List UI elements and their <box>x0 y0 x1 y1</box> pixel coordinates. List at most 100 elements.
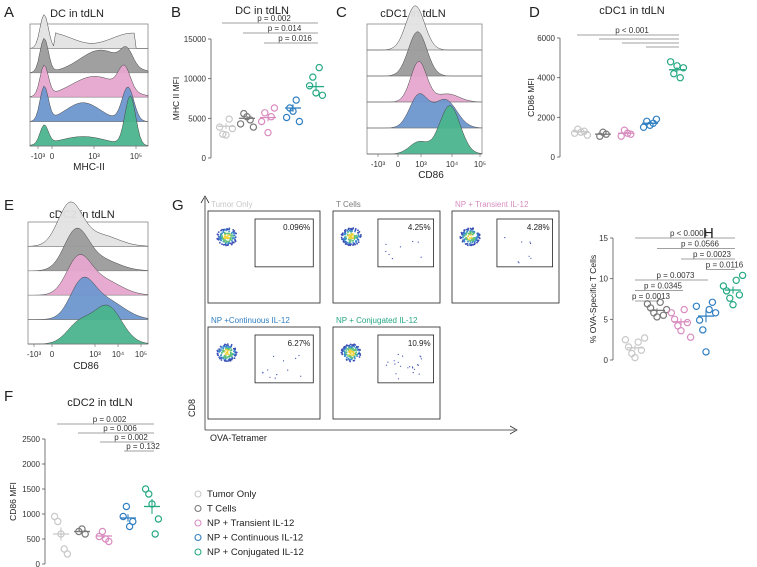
event-dot <box>471 233 474 236</box>
event-dot <box>353 343 356 346</box>
event-dot <box>347 358 350 360</box>
legend-label: NP + Conjugated IL-12 <box>207 547 304 558</box>
y-tick-label: 5000 <box>188 114 206 123</box>
x-tick-label: 0 <box>396 160 401 169</box>
event-dot <box>409 366 411 368</box>
event-dot <box>400 365 402 367</box>
y-axis-label: CD8 <box>187 399 197 417</box>
event-dot <box>346 344 349 347</box>
event-dot <box>340 351 343 354</box>
y-tick-label: 2000 <box>22 460 40 469</box>
p-value-label: p = 0.132 <box>126 442 160 451</box>
event-dot <box>221 234 223 237</box>
event-dot <box>343 353 346 356</box>
data-point <box>726 294 734 302</box>
event-dot <box>354 229 357 232</box>
data-point <box>683 318 692 327</box>
histogram-curve-2 <box>29 37 149 74</box>
p-value-label: p = 0.014 <box>268 24 302 33</box>
event-dot <box>385 250 387 253</box>
event-dot <box>223 346 225 348</box>
event-dot <box>219 237 221 240</box>
data-point <box>711 309 720 317</box>
data-point <box>659 311 668 319</box>
event-dot <box>345 236 347 238</box>
panel-letter: B <box>171 4 181 21</box>
data-point <box>129 517 137 526</box>
x-tick-label: 10³ <box>415 160 427 169</box>
data-point <box>60 545 68 553</box>
event-dot <box>224 242 227 245</box>
event-dot <box>349 237 352 240</box>
event-dot <box>345 353 348 356</box>
event-dot <box>232 347 235 350</box>
x-tick-labels: -10³ 0 10³ 10⁴ 10⁵ <box>371 154 486 169</box>
x-axis-label: CD86 <box>73 361 99 372</box>
data-point <box>225 115 233 123</box>
event-dot <box>397 353 399 356</box>
event-dot <box>219 241 221 244</box>
data-point <box>105 537 113 546</box>
data-point <box>98 527 107 536</box>
event-dot <box>287 369 289 371</box>
event-dot <box>233 350 236 352</box>
event-dot <box>219 345 222 348</box>
event-dot <box>217 231 220 234</box>
event-dot <box>358 356 361 358</box>
y-tick-label: 1500 <box>22 485 40 494</box>
event-dot <box>357 241 360 244</box>
event-dot <box>462 236 464 239</box>
event-dot <box>222 243 225 246</box>
x-axis-label: MHC-II <box>73 162 105 173</box>
p-value-label: p = 0.0345 <box>644 282 683 291</box>
event-dot <box>228 349 230 352</box>
p-value-label: p = 0.0023 <box>693 250 732 259</box>
event-dot <box>388 253 390 256</box>
data-point <box>653 313 661 321</box>
y-tick-label: 0 <box>36 560 41 567</box>
event-dot <box>353 356 356 359</box>
event-dot <box>462 239 464 242</box>
event-dot <box>459 236 462 238</box>
event-dot <box>356 355 359 357</box>
event-dot <box>228 240 231 243</box>
event-dot <box>468 238 470 241</box>
event-dot <box>345 359 348 361</box>
event-dot <box>464 232 466 235</box>
event-dot <box>349 240 352 243</box>
x-tick-label: -10³ <box>27 350 42 359</box>
event-dot <box>219 235 222 238</box>
x-tick-label: -10³ <box>31 152 46 161</box>
event-dot <box>269 376 271 378</box>
event-dot <box>216 233 219 236</box>
event-dot <box>282 360 285 362</box>
event-dot <box>473 240 476 243</box>
event-dot <box>355 345 358 348</box>
event-dot <box>476 233 479 236</box>
event-dot <box>216 352 219 355</box>
p-value-label: p = 0.0116 <box>706 261 744 270</box>
flow-plot-frame <box>451 210 560 304</box>
data-point <box>666 58 675 66</box>
event-dot <box>476 239 479 242</box>
event-dot <box>295 357 297 359</box>
event-dot <box>411 366 414 368</box>
event-dot <box>349 349 352 352</box>
event-dot <box>355 348 357 351</box>
legend-label: Tumor Only <box>207 489 257 500</box>
event-dot <box>349 343 352 346</box>
event-dot <box>228 232 231 235</box>
event-dot <box>469 232 472 235</box>
event-dot <box>357 348 360 351</box>
event-dot <box>357 239 360 241</box>
event-dot <box>412 367 414 369</box>
event-dot <box>225 229 228 232</box>
data-point <box>634 338 642 346</box>
event-dot <box>353 359 356 362</box>
x-tick-labels: -10³ 0 10³ 10⁴ 10⁵ <box>27 344 147 359</box>
data-point <box>640 334 649 342</box>
event-dot <box>359 354 362 356</box>
event-dot <box>222 347 225 350</box>
